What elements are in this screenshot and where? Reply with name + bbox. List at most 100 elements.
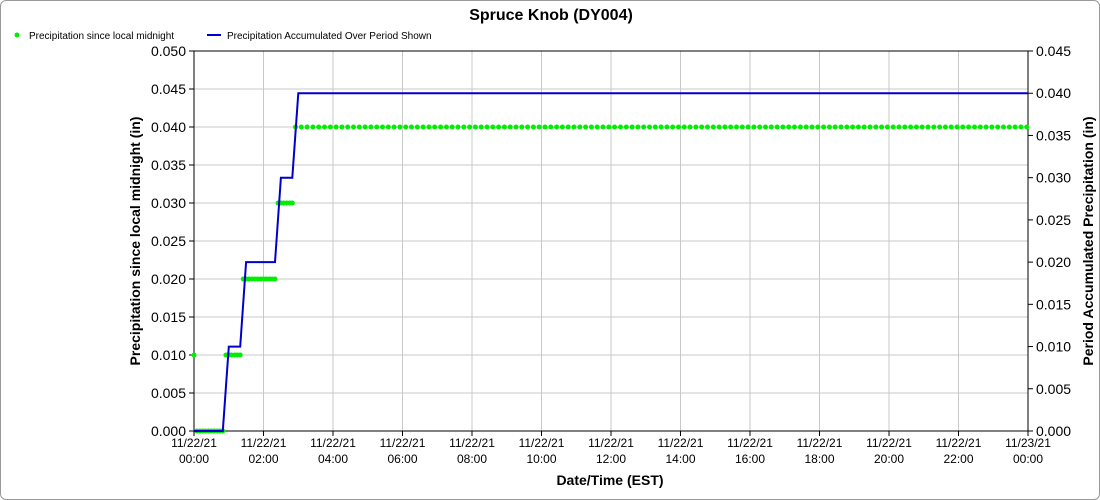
midnight-precip-point xyxy=(896,124,902,130)
midnight-precip-point xyxy=(594,124,600,130)
midnight-precip-point xyxy=(380,124,385,130)
midnight-precip-point xyxy=(664,124,670,130)
midnight-precip-point xyxy=(490,124,496,130)
midnight-precip-point xyxy=(832,124,838,130)
midnight-precip-point xyxy=(536,124,542,130)
midnight-precip-point xyxy=(809,124,815,130)
midnight-precip-point xyxy=(751,124,757,130)
left-tick-label: 0.010 xyxy=(151,347,186,363)
left-tick-label: 0.040 xyxy=(151,119,186,135)
midnight-precip-point xyxy=(658,124,664,130)
x-axis-ticks: 11/22/21 00:00 11/22/21 02:00 11/22/21 04:00 1… xyxy=(171,431,1051,466)
x-tick-time-label: 16:00 xyxy=(735,452,765,466)
midnight-precip-point xyxy=(327,124,333,130)
midnight-precip-point xyxy=(339,124,345,130)
midnight-precip-point xyxy=(972,124,977,130)
midnight-precip-point xyxy=(774,124,780,130)
midnight-precip-point xyxy=(879,124,885,130)
x-tick-time-label: 06:00 xyxy=(387,452,417,466)
x-tick-time-label: 00:00 xyxy=(179,452,209,466)
midnight-precip-point xyxy=(954,124,960,130)
x-tick-time-label: 02:00 xyxy=(248,452,278,466)
legend-entry-midnight-precip: Precipitation since local midnight xyxy=(29,31,174,42)
midnight-precip-point xyxy=(1001,124,1006,130)
midnight-precip-point xyxy=(554,124,560,130)
midnight-precip-point xyxy=(409,124,414,130)
midnight-precip-point xyxy=(867,124,873,130)
midnight-precip-point xyxy=(501,124,507,130)
midnight-precip-point xyxy=(391,124,397,130)
x-tick-time-label: 20:00 xyxy=(874,452,904,466)
midnight-precip-point xyxy=(861,124,867,130)
midnight-precip-point xyxy=(826,124,832,130)
x-tick-time-label: 10:00 xyxy=(526,452,556,466)
left-tick-label: 0.030 xyxy=(151,195,186,211)
midnight-precip-point xyxy=(1018,124,1024,130)
midnight-precip-point xyxy=(838,124,844,130)
midnight-precip-point xyxy=(322,124,327,130)
x-tick-date-label: 11/23/21 xyxy=(1005,436,1051,450)
x-tick-date-label: 11/22/21 xyxy=(380,436,426,450)
midnight-precip-point xyxy=(600,124,606,130)
midnight-precip-point xyxy=(884,124,890,130)
midnight-precip-point xyxy=(797,124,803,130)
x-tick-date-label: 11/22/21 xyxy=(866,436,912,450)
midnight-precip-point xyxy=(705,124,710,130)
chart-title: Spruce Knob (DY004) xyxy=(469,7,633,24)
midnight-precip-point xyxy=(571,124,577,130)
x-axis-title: Date/Time (EST) xyxy=(556,472,663,488)
midnight-precip-point xyxy=(1006,124,1012,130)
x-tick-date-label: 11/22/21 xyxy=(588,436,634,450)
midnight-precip-point xyxy=(420,124,426,130)
midnight-precip-point xyxy=(919,124,925,130)
midnight-precip-point xyxy=(786,124,792,130)
midnight-precip-point xyxy=(995,124,1001,130)
midnight-precip-point xyxy=(902,124,908,130)
midnight-precip-point xyxy=(362,124,368,130)
midnight-precip-point xyxy=(739,124,745,130)
x-tick-date-label: 11/22/21 xyxy=(171,436,217,450)
midnight-precip-point xyxy=(635,124,641,130)
midnight-precip-point xyxy=(461,124,467,130)
midnight-precip-point xyxy=(699,124,705,130)
left-tick-label: 0.025 xyxy=(151,233,186,249)
x-tick-date-label: 11/22/21 xyxy=(936,436,982,450)
midnight-precip-point xyxy=(734,124,739,130)
left-tick-label: 0.000 xyxy=(151,423,186,439)
midnight-precip-point xyxy=(983,124,989,130)
midnight-precip-point xyxy=(368,124,374,130)
midnight-precip-point xyxy=(1012,124,1018,130)
midnight-precip-point xyxy=(792,124,797,130)
midnight-precip-point xyxy=(821,124,827,130)
x-tick-date-label: 11/22/21 xyxy=(519,436,565,450)
left-y-axis-title: Precipitation since local midnight (in) xyxy=(127,117,143,366)
x-tick-time-label: 12:00 xyxy=(596,452,626,466)
midnight-precip-point xyxy=(989,124,995,130)
midnight-precip-point xyxy=(745,124,751,130)
midnight-precip-point xyxy=(345,124,351,130)
midnight-precip-point xyxy=(467,124,473,130)
midnight-precip-point xyxy=(670,124,676,130)
midnight-precip-point xyxy=(925,124,931,130)
midnight-precip-point xyxy=(298,124,304,130)
midnight-precip-point xyxy=(960,124,966,130)
midnight-precip-point xyxy=(722,124,728,130)
right-tick-label: 0.015 xyxy=(1036,296,1071,312)
midnight-precip-point xyxy=(780,124,786,130)
midnight-precip-point xyxy=(478,124,484,130)
midnight-precip-point xyxy=(519,124,525,130)
left-tick-label: 0.045 xyxy=(151,81,186,97)
midnight-precip-point xyxy=(757,124,763,130)
midnight-precip-point xyxy=(351,124,356,130)
midnight-precip-point xyxy=(710,124,716,130)
midnight-precip-point xyxy=(432,124,438,130)
legend-entry-period-accum: Precipitation Accumulated Over Period Sh… xyxy=(227,31,432,42)
midnight-precip-point xyxy=(542,124,548,130)
left-tick-label: 0.050 xyxy=(151,43,186,59)
series xyxy=(191,92,1030,434)
midnight-precip-point xyxy=(385,124,391,130)
midnight-precip-point xyxy=(641,124,647,130)
right-tick-label: 0.000 xyxy=(1036,423,1071,439)
x-tick-time-label: 00:00 xyxy=(1013,452,1043,466)
